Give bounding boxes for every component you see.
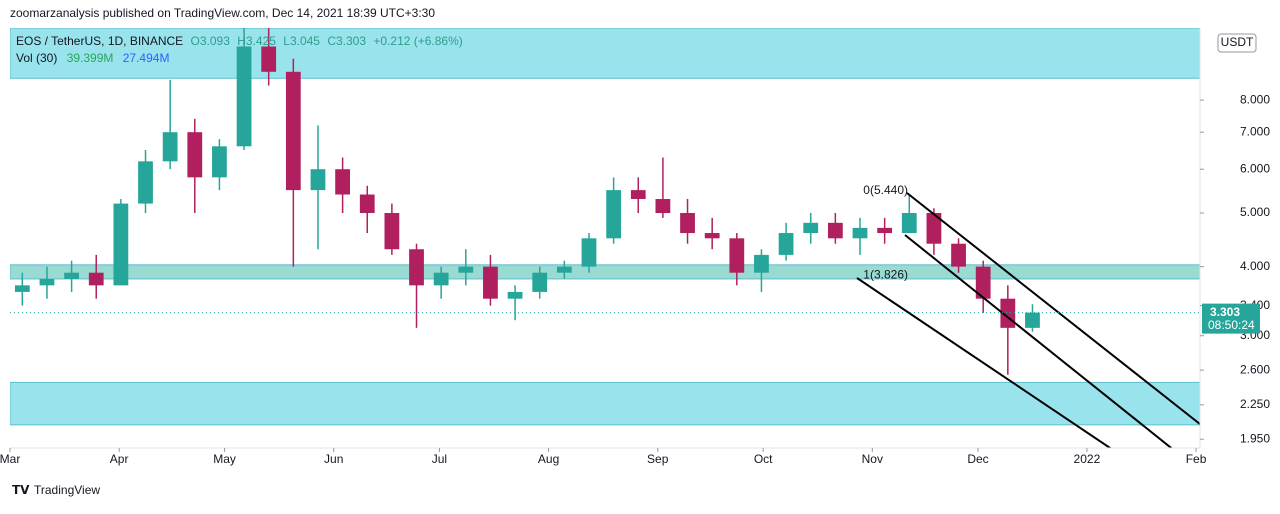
candle-body (606, 190, 622, 239)
last-price: 3.303 (1210, 305, 1240, 319)
candle-body (877, 227, 893, 234)
x-tick-label: Dec (967, 452, 988, 466)
candle-body (1025, 312, 1040, 328)
candle-body (630, 190, 646, 200)
published: zoomarzanalysis published on TradingView… (10, 6, 435, 20)
y-tick-label: 2.600 (1240, 362, 1270, 376)
low: L3.045 (283, 34, 320, 48)
channel-line (856, 277, 1112, 448)
candle-body (951, 243, 966, 267)
close: C3.303 (327, 34, 366, 48)
candle-body (458, 266, 474, 273)
x-tick-label: May (213, 452, 236, 466)
fib-label: 1(3.826) (863, 267, 908, 281)
candle-body (507, 291, 523, 299)
logo: 𝗧𝗩 (12, 483, 30, 497)
x-tick-label: Aug (538, 452, 559, 466)
candle-body (532, 272, 548, 292)
y-tick-label: 5.000 (1240, 205, 1270, 219)
candle-body (212, 146, 227, 178)
y-tick-label: 6.000 (1240, 161, 1270, 175)
footer: TradingView (34, 483, 100, 497)
x-tick-label: Jun (324, 452, 343, 466)
candle-body (409, 249, 424, 286)
candle-body (39, 278, 55, 286)
candle-body (483, 266, 498, 299)
candle-body (335, 169, 350, 195)
candle-body (359, 194, 375, 214)
y-tick-label: 1.950 (1240, 431, 1270, 445)
zone (10, 381, 1200, 426)
candle-body (556, 266, 572, 273)
x-tick-label: Jul (432, 452, 447, 466)
candle-body (704, 233, 720, 239)
x-tick-label: Sep (647, 452, 669, 466)
candle-body (261, 46, 277, 72)
high: H3.425 (237, 34, 276, 48)
y-tick-label: 7.000 (1240, 124, 1270, 138)
x-tick-label: Mar (0, 452, 20, 466)
candle-body (975, 266, 991, 299)
candle-body (852, 227, 868, 239)
fib-label: 0(5.440) (863, 183, 908, 197)
x-tick-label: Oct (754, 452, 773, 466)
volume-legend: Vol (30) 39.399M 27.494M (16, 51, 169, 65)
currency-box[interactable] (1217, 33, 1257, 53)
currency[interactable]: USDT (1221, 35, 1254, 49)
candle-body (88, 272, 104, 286)
change: +0.212 (+6.86%) (373, 34, 462, 48)
last-price-box (1202, 303, 1260, 334)
volume-ma: 27.494M (123, 51, 170, 65)
candle-body (655, 199, 671, 214)
y-tick-label: 2.250 (1240, 397, 1270, 411)
candle-body (14, 285, 30, 292)
candle-body (803, 222, 819, 234)
candle-body (236, 46, 252, 147)
candle-body (113, 203, 129, 286)
candle-body (827, 222, 843, 239)
candle-body (138, 161, 153, 204)
zone (10, 264, 1200, 280)
candle-body (433, 272, 449, 286)
x-tick-label: Feb (1186, 452, 1207, 466)
candle-body (64, 272, 79, 279)
candle-body (778, 233, 794, 255)
countdown: 08:50:24 (1208, 318, 1255, 332)
symbol: EOS / TetherUS, 1D, BINANCE (16, 34, 183, 48)
legend: EOS / TetherUS, 1D, BINANCE O3.093 H3.42… (16, 34, 463, 48)
candle-body (187, 132, 203, 178)
candle-body (680, 213, 695, 234)
candle-body (901, 213, 917, 234)
candle-body (310, 169, 326, 191)
candle-body (162, 132, 178, 162)
open: O3.093 (191, 34, 231, 48)
candle-body (729, 238, 745, 273)
y-tick-label: 4.000 (1240, 259, 1270, 273)
candle-body (285, 71, 301, 191)
volume-label: Vol (30) (16, 51, 57, 65)
volume: 39.399M (67, 51, 114, 65)
candle-body (581, 238, 597, 267)
candle-body (384, 213, 400, 250)
x-tick-label: Nov (862, 452, 883, 466)
candle-body (754, 254, 769, 273)
y-tick-label: 8.000 (1240, 92, 1270, 106)
x-tick-label: 2022 (1074, 452, 1101, 466)
channel-line (904, 234, 1173, 448)
x-tick-label: Apr (110, 452, 129, 466)
zone (10, 28, 1200, 79)
candle-body (926, 213, 942, 244)
